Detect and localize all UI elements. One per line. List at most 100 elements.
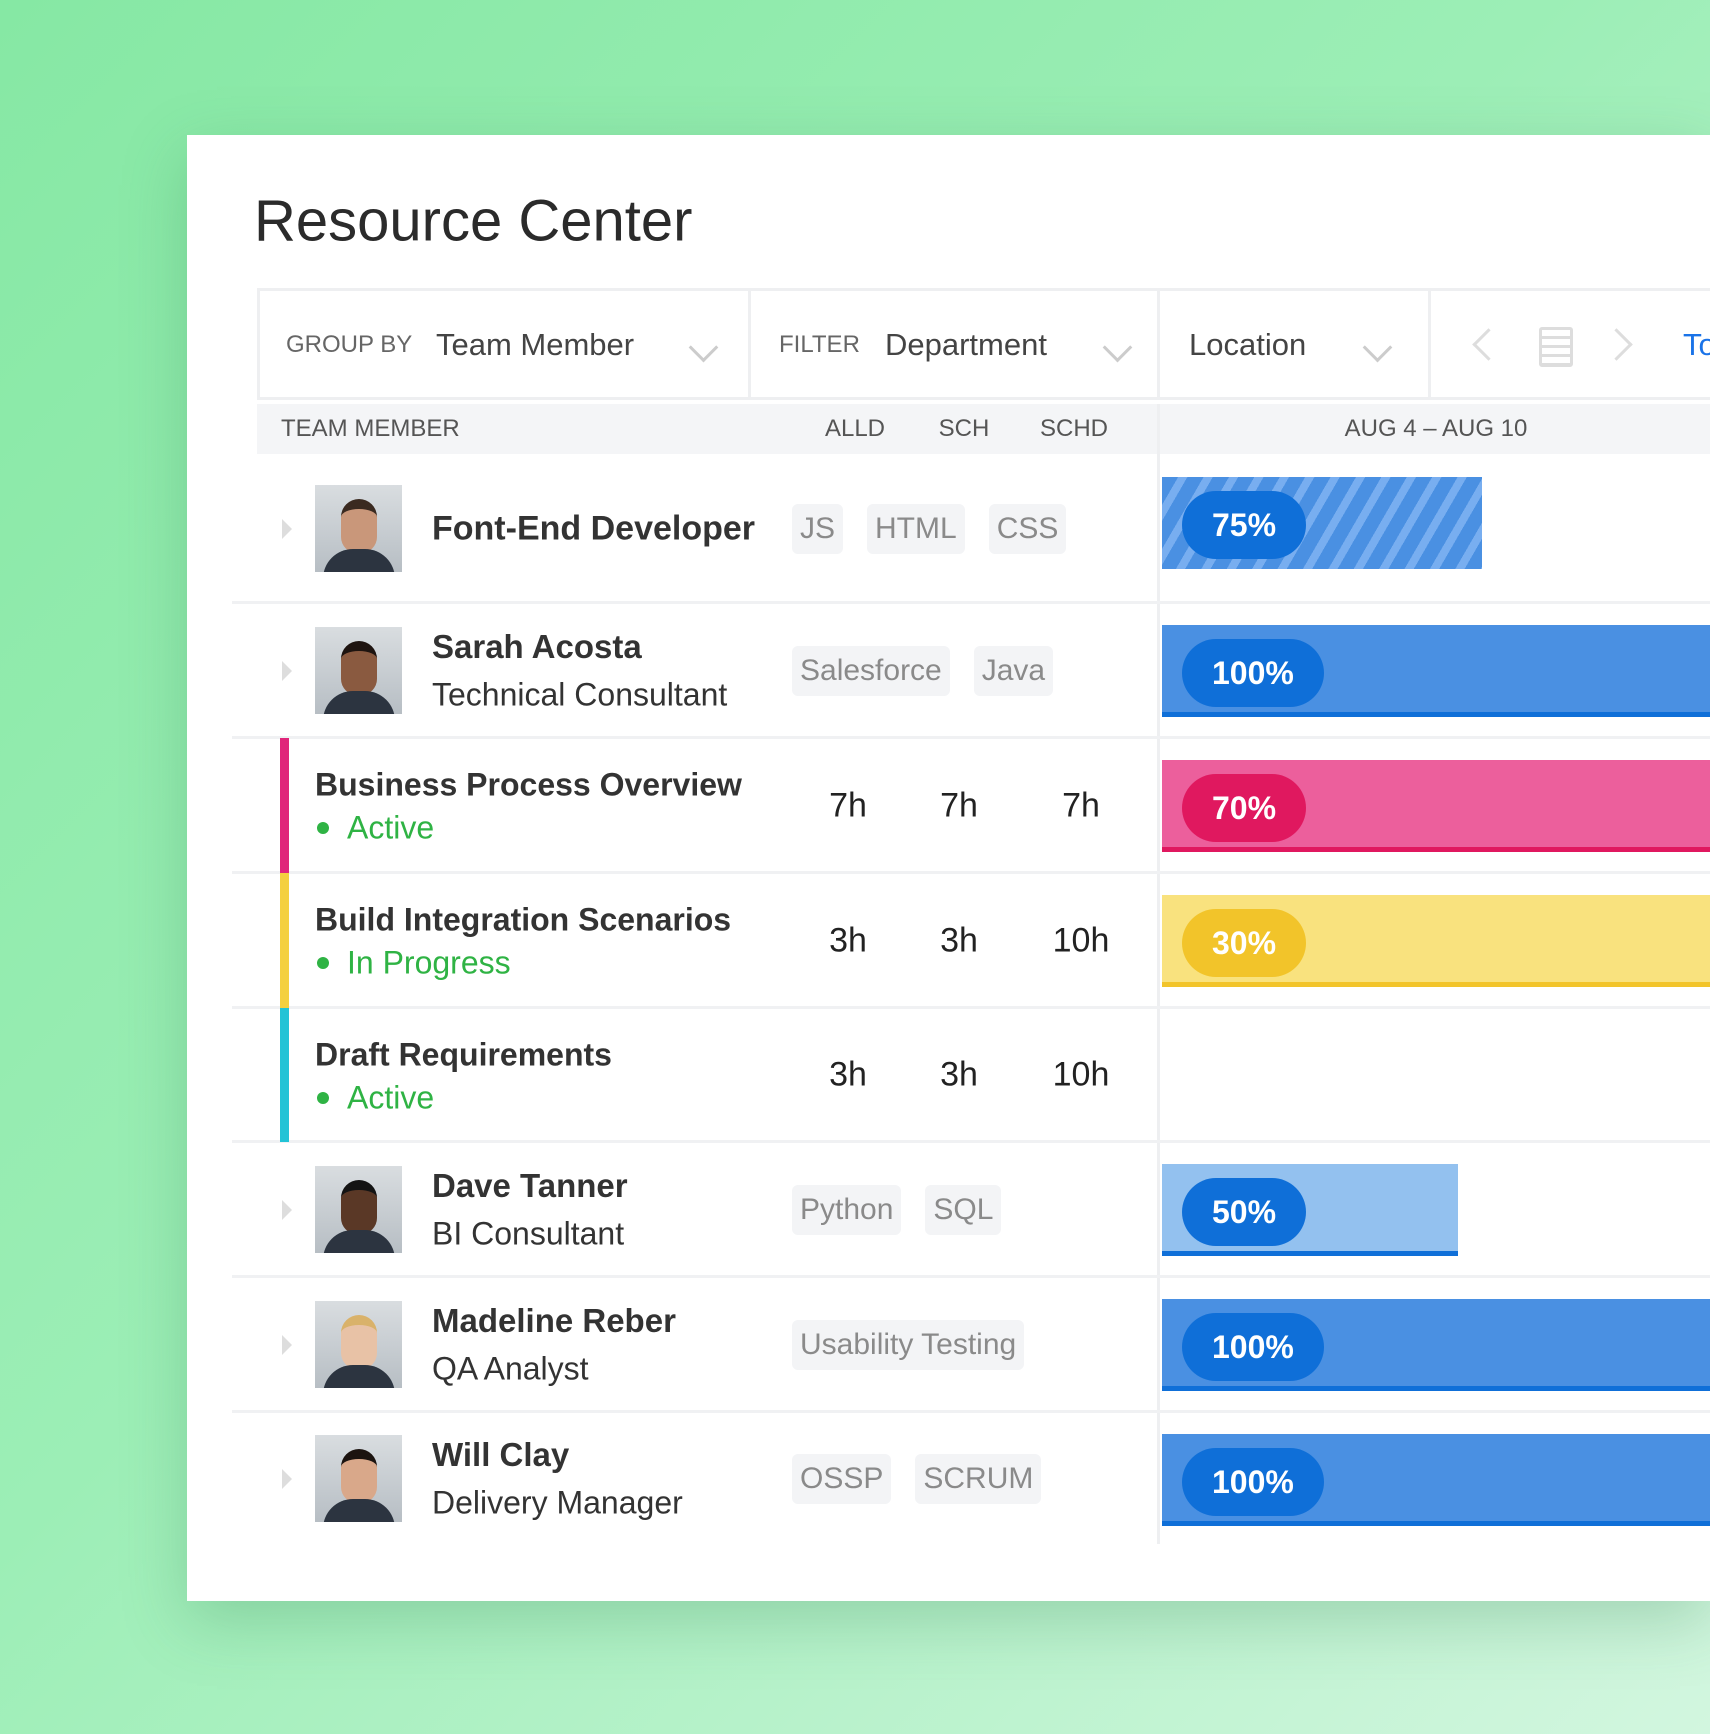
avatar [315, 626, 402, 714]
hours: 7h [1062, 786, 1100, 824]
row-separator [232, 1140, 1710, 1143]
allocation-bar: 30% [1162, 895, 1710, 987]
avatar-body [323, 1498, 395, 1522]
skill-tag: HTML [867, 504, 965, 554]
column-header: SCHD [1039, 415, 1109, 442]
tags: OSSP SCRUM [792, 1453, 1065, 1504]
task-status: Active [347, 809, 435, 846]
task-stripe [280, 1008, 289, 1142]
skill-tag: JS [792, 504, 844, 554]
calendar-button[interactable] [1539, 327, 1573, 367]
row-separator [232, 871, 1710, 874]
location-select[interactable]: Location [1189, 327, 1307, 362]
row-separator [232, 601, 1710, 604]
skill-tag: OSSP [792, 1453, 892, 1504]
row-separator [232, 1410, 1710, 1413]
filter-select[interactable]: Department [885, 327, 1047, 362]
avatar-head [341, 1448, 377, 1503]
avatar [315, 1434, 402, 1522]
group-by-select[interactable]: Team Member [436, 327, 635, 362]
toolbar [257, 288, 1710, 400]
divider [748, 288, 751, 400]
skill-tag: Python [792, 1184, 902, 1235]
column-header: TEAM MEMBER [281, 415, 460, 442]
allocation-bar: 100% [1162, 1299, 1710, 1391]
avatar-head [341, 1179, 377, 1234]
task-status: Active [347, 1079, 435, 1116]
task-stripe [280, 738, 289, 873]
member-name: Madeline Reber [432, 1301, 676, 1339]
allocation-bar: 50% [1162, 1164, 1458, 1256]
timeline-divider [1157, 404, 1160, 1544]
task-name: Business Process Overview [315, 766, 742, 803]
task-name: Draft Requirements [315, 1036, 612, 1073]
hours: 10h [1052, 921, 1110, 959]
avatar [315, 485, 402, 572]
allocation-pill: 50% [1182, 1178, 1307, 1246]
skill-tag: SCRUM [915, 1453, 1042, 1504]
avatar-head [341, 640, 377, 695]
tags: JS HTML CSS [792, 504, 1090, 554]
hours: 10h [1052, 1055, 1110, 1094]
tags: Salesforce Java [792, 645, 1077, 696]
hours: 3h [940, 921, 978, 959]
row-separator [232, 736, 1710, 739]
task-stripe [280, 873, 289, 1008]
avatar [315, 1300, 402, 1388]
avatar [315, 1165, 402, 1253]
skill-tag: Java [973, 645, 1054, 696]
column-header: SCH [938, 415, 990, 442]
skill-tag: SQL [925, 1184, 1002, 1235]
tags: Usability Testing [792, 1319, 1048, 1370]
member-role: Delivery Manager [432, 1484, 683, 1520]
avatar-head [341, 499, 377, 553]
allocation-pill: 100% [1182, 639, 1324, 707]
column-header: ALLD [824, 415, 886, 442]
today-button[interactable]: To [1683, 327, 1710, 362]
allocation-bar: 100% [1162, 625, 1710, 717]
member-name: Dave Tanner [432, 1166, 628, 1204]
allocation-bar: 70% [1162, 760, 1710, 852]
avatar-body [323, 1229, 395, 1253]
hours: 3h [940, 1055, 978, 1094]
expand-arrow [282, 660, 292, 681]
period-header: AUG 4 – AUG 10 [1344, 415, 1528, 442]
member-role: QA Analyst [432, 1350, 589, 1386]
expand-arrow [282, 1468, 292, 1489]
allocation-pill: 100% [1182, 1313, 1324, 1381]
expand-arrow [282, 1199, 292, 1220]
group-by-label: GROUP BY [286, 331, 413, 358]
hours: 3h [829, 1055, 867, 1094]
member-name: Font-End Developer [432, 509, 756, 548]
member-name: Sarah Acosta [432, 627, 642, 665]
skill-tag: CSS [988, 504, 1067, 554]
hours: 7h [940, 786, 978, 824]
member-name: Will Clay [432, 1435, 570, 1473]
member-role: BI Consultant [432, 1215, 625, 1251]
hours: 7h [829, 786, 867, 824]
page-title: Resource Center [254, 188, 693, 254]
task-name: Build Integration Scenarios [315, 901, 732, 938]
avatar-head [341, 1314, 377, 1369]
skill-tag: Usability Testing [792, 1319, 1025, 1370]
tags: Python SQL [792, 1184, 1025, 1235]
expand-arrow [282, 519, 292, 539]
table-header [257, 404, 1710, 454]
allocation-pill: 30% [1182, 909, 1307, 977]
expand-arrow [282, 1334, 292, 1355]
task-status: In Progress [347, 944, 511, 981]
allocation-pill: 75% [1182, 491, 1307, 559]
allocation-pill: 70% [1182, 774, 1307, 842]
status-dot [317, 1091, 329, 1104]
allocation-pill: 100% [1182, 1448, 1324, 1516]
filter-label: FILTER [779, 331, 860, 358]
avatar-body [323, 690, 395, 714]
avatar-body [323, 1364, 395, 1388]
resource-panel: Resource Center GROUP BY Team Member FIL… [187, 135, 1710, 1601]
row-separator [232, 1275, 1710, 1278]
allocation-bar: 75% [1162, 477, 1482, 569]
divider [1157, 288, 1160, 400]
row-separator [232, 1006, 1710, 1009]
avatar-body [323, 549, 395, 572]
